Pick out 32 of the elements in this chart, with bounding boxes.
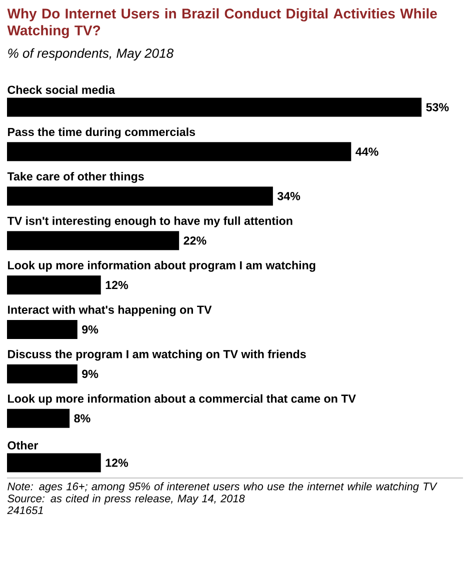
data-label: 34% <box>277 192 300 200</box>
data-label: 22% <box>184 236 206 245</box>
data-label: 12% <box>106 280 128 290</box>
y-tick-label: Look up more information about program I am watching <box>8 260 316 272</box>
data-label: 12% <box>106 458 128 467</box>
data-label: 9% <box>82 370 98 378</box>
y-tick-label: Discuss the program I am watching on TV with friends <box>8 350 306 361</box>
data-label: 9% <box>82 325 98 334</box>
data-label: 53% <box>426 103 449 112</box>
chart-subtitle: % of respondents, May 2018 <box>8 48 174 60</box>
chart-title: Why Do Internet Users in Brazil Conduct Digital Activities While Watching TV? <box>7 8 437 38</box>
y-tick-label: Interact with what's happening on TV <box>8 305 212 316</box>
bar <box>7 142 352 162</box>
y-tick-label: Look up more information about a commercial that came on TV <box>8 394 356 406</box>
text: 241651 <box>7 506 43 514</box>
bar <box>7 408 70 428</box>
data-label: 8% <box>74 414 90 422</box>
y-tick-label: Pass the time during commercials <box>8 128 196 138</box>
bar <box>7 364 78 384</box>
y-tick-label: Other <box>8 440 38 450</box>
bar <box>7 186 273 206</box>
data-label: 44% <box>356 148 378 156</box>
bar <box>7 98 422 117</box>
y-tick-label: TV isn't interesting enough to have my full attention <box>7 216 292 228</box>
y-tick-label: Check social media <box>8 85 115 94</box>
y-tick-label: Take care of other things <box>7 172 144 183</box>
text: Note: ages 16+; among 95% of interenet users who use the internet while watching TV <box>8 482 438 492</box>
bar <box>7 276 101 295</box>
bar <box>7 320 78 339</box>
bar <box>7 231 180 250</box>
source-note: Source: as cited in press release, May 14, 2018 <box>8 494 245 505</box>
bar <box>7 453 101 472</box>
